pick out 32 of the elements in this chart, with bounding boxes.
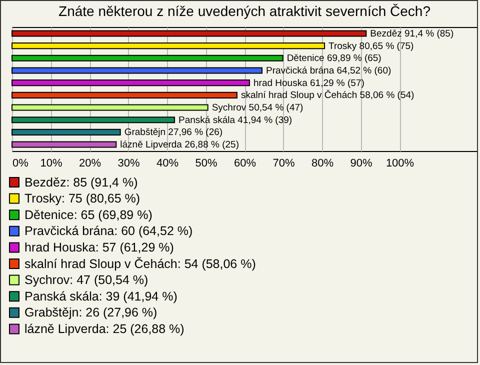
legend-label: Panská skála: 39 (41,94 %)	[24, 289, 178, 304]
x-tick-label: 60%	[234, 158, 256, 170]
data-label: lázně Lipverda 26,88 % (25)	[120, 140, 239, 151]
x-tick-label: 20%	[78, 158, 102, 170]
legend-label: lázně Lipverda: 25 (26,88 %)	[24, 322, 184, 336]
legend-label: Trosky: 75 (80,65 %)	[24, 192, 140, 206]
data-label: hrad Houska 61,29 % (57)	[254, 78, 364, 89]
data-label: Trosky 80,65 % (75)	[328, 40, 414, 52]
data-label: Grabštějn 27,96 % (26)	[124, 127, 223, 138]
legend-label: Dětenice: 65 (69,89 %)	[24, 208, 152, 222]
legend-label: skalní hrad Sloup v Čehách: 54 (58,06 %)	[24, 256, 256, 271]
x-tick-label: 90%	[350, 158, 372, 170]
x-tick-label: 50%	[195, 158, 218, 170]
x-tick-label: 40%	[156, 158, 179, 170]
data-label: Pravčická brána 64,52 % (60)	[266, 65, 392, 76]
legend-label: Grabštějn: 26 (27,96 %)	[24, 306, 158, 320]
legend-label: Sychrov: 47 (50,54 %)	[24, 273, 148, 288]
chart-title: Znáte některou z níže uvedených atraktivit severních Čech?	[58, 3, 431, 19]
x-tick-label: 0%	[12, 158, 29, 170]
legend-label: Pravčická brána: 60 (64,52 %)	[24, 224, 193, 238]
x-tick-label: 80%	[311, 158, 334, 170]
x-tick-label: 10%	[40, 158, 62, 170]
data-label: Dětenice 69,89 % (65)	[286, 53, 382, 64]
data-label: skalní hrad Sloup v Čehách 58,06 % (54)	[240, 89, 414, 102]
legend-label: hrad Houska: 57 (61,29 %)	[24, 240, 174, 254]
legend-label: Bezděz: 85 (91,4 %)	[24, 175, 138, 190]
data-label: Panská skála 41,94 % (39)	[178, 114, 292, 126]
x-tick-label: 100%	[386, 158, 414, 170]
x-tick-label: 70%	[272, 158, 295, 170]
data-label: Sychrov 50,54 % (47)	[212, 102, 304, 114]
x-tick-label: 30%	[118, 158, 140, 170]
data-label: Bezděz 91,4 % (85)	[370, 28, 454, 40]
